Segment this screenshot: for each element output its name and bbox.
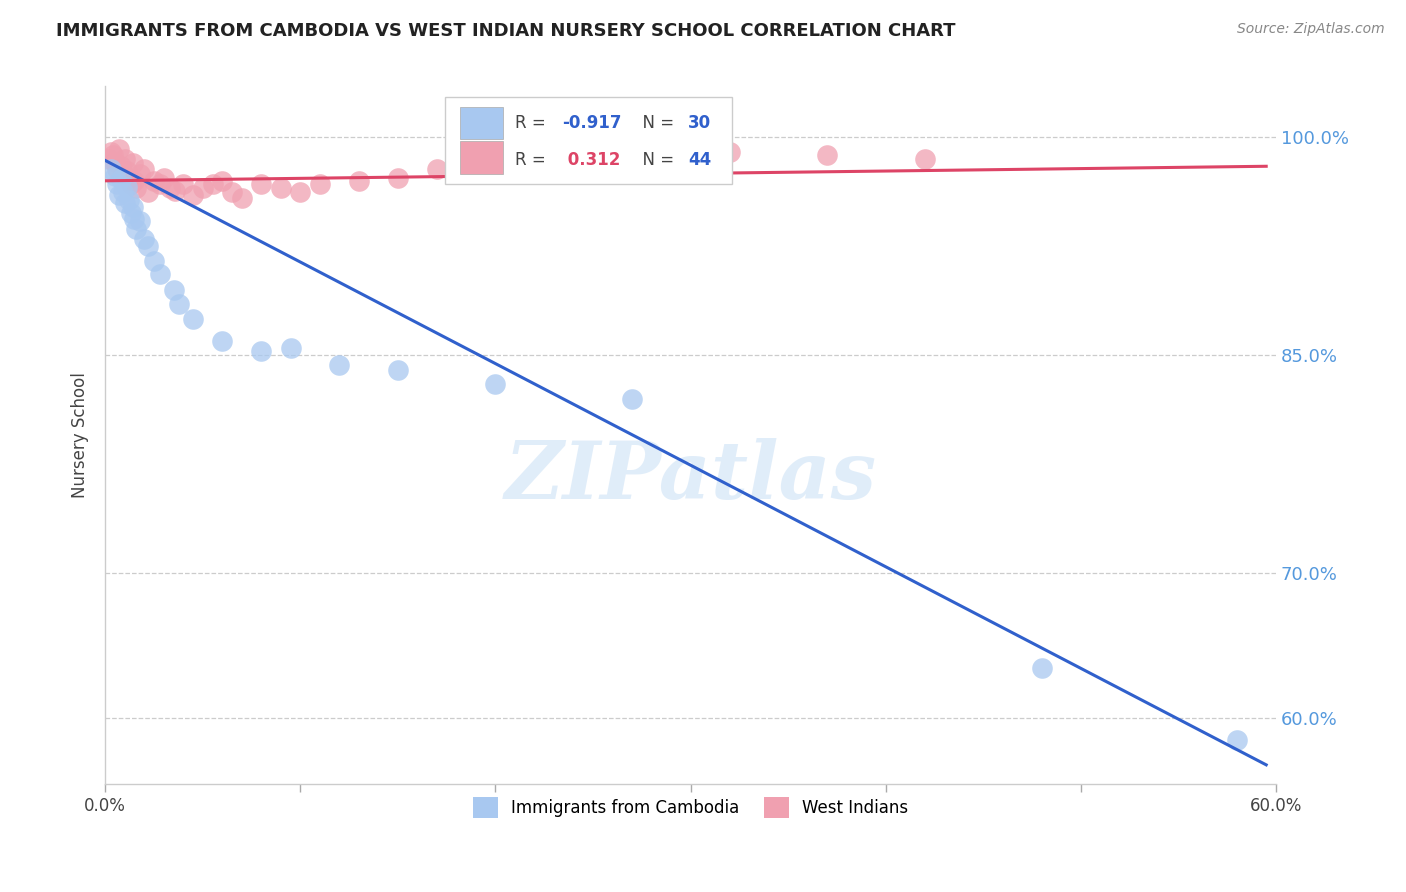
Point <box>120 206 142 220</box>
Text: ZIPatlas: ZIPatlas <box>505 438 877 516</box>
Point <box>718 145 741 159</box>
Point <box>169 297 191 311</box>
Point <box>1031 660 1053 674</box>
Point <box>211 174 233 188</box>
Text: 44: 44 <box>689 151 711 169</box>
Point <box>101 147 124 161</box>
Point <box>125 181 148 195</box>
Point <box>114 152 136 166</box>
Point <box>159 181 181 195</box>
Point <box>105 162 128 177</box>
Point <box>134 162 156 177</box>
Point <box>117 193 139 207</box>
Point <box>149 267 172 281</box>
Point <box>165 184 187 198</box>
Text: N =: N = <box>633 113 679 132</box>
Point <box>191 181 214 195</box>
Text: 30: 30 <box>689 113 711 132</box>
Point <box>104 169 127 184</box>
Point <box>815 147 838 161</box>
Point <box>250 177 273 191</box>
Point <box>136 186 159 200</box>
Point <box>110 172 132 186</box>
Point <box>221 186 243 200</box>
Text: -0.917: -0.917 <box>562 113 621 132</box>
Text: R =: R = <box>515 113 551 132</box>
Point <box>121 200 143 214</box>
Point <box>181 188 204 202</box>
Point <box>134 232 156 246</box>
Point <box>640 152 662 166</box>
Point <box>111 167 134 181</box>
Point <box>484 377 506 392</box>
Point <box>308 177 330 191</box>
Point <box>162 283 184 297</box>
Point <box>1226 733 1249 747</box>
Point <box>98 152 121 166</box>
FancyBboxPatch shape <box>460 142 503 174</box>
Point <box>136 239 159 253</box>
Point <box>231 191 253 205</box>
Point <box>117 170 139 185</box>
Point <box>124 211 146 226</box>
Point <box>111 186 134 200</box>
Point <box>347 174 370 188</box>
Y-axis label: Nursery School: Nursery School <box>72 372 89 498</box>
Point <box>100 145 122 159</box>
Point <box>211 334 233 348</box>
Point <box>172 177 194 191</box>
Point <box>115 179 138 194</box>
Point <box>110 159 132 173</box>
Point <box>387 170 409 185</box>
Point <box>108 188 131 202</box>
Point <box>121 156 143 170</box>
Point <box>621 392 644 406</box>
Point <box>149 177 172 191</box>
Text: R =: R = <box>515 151 551 169</box>
Legend: Immigrants from Cambodia, West Indians: Immigrants from Cambodia, West Indians <box>465 790 915 824</box>
Point <box>143 253 166 268</box>
Point <box>114 195 136 210</box>
Point <box>181 311 204 326</box>
FancyBboxPatch shape <box>444 97 731 184</box>
Point <box>143 174 166 188</box>
Point <box>129 167 152 181</box>
Point <box>523 152 546 166</box>
Point <box>290 186 312 200</box>
Point <box>250 343 273 358</box>
Point <box>100 162 122 177</box>
Point <box>125 221 148 235</box>
Point <box>108 142 131 156</box>
Text: 0.312: 0.312 <box>562 151 620 169</box>
Point <box>201 177 224 191</box>
Text: IMMIGRANTS FROM CAMBODIA VS WEST INDIAN NURSERY SCHOOL CORRELATION CHART: IMMIGRANTS FROM CAMBODIA VS WEST INDIAN … <box>56 22 956 40</box>
Point <box>129 214 152 228</box>
Point <box>426 162 449 177</box>
Point <box>270 181 292 195</box>
Point <box>152 170 174 185</box>
Text: Source: ZipAtlas.com: Source: ZipAtlas.com <box>1237 22 1385 37</box>
Point <box>280 341 302 355</box>
Point <box>105 177 128 191</box>
Point <box>104 155 127 169</box>
Point <box>582 147 605 161</box>
Point <box>328 359 350 373</box>
Point <box>124 174 146 188</box>
Point <box>387 362 409 376</box>
Point <box>115 163 138 178</box>
Text: N =: N = <box>633 151 679 169</box>
Point <box>120 177 142 191</box>
Point <box>914 152 936 166</box>
FancyBboxPatch shape <box>460 106 503 138</box>
Point <box>484 156 506 170</box>
